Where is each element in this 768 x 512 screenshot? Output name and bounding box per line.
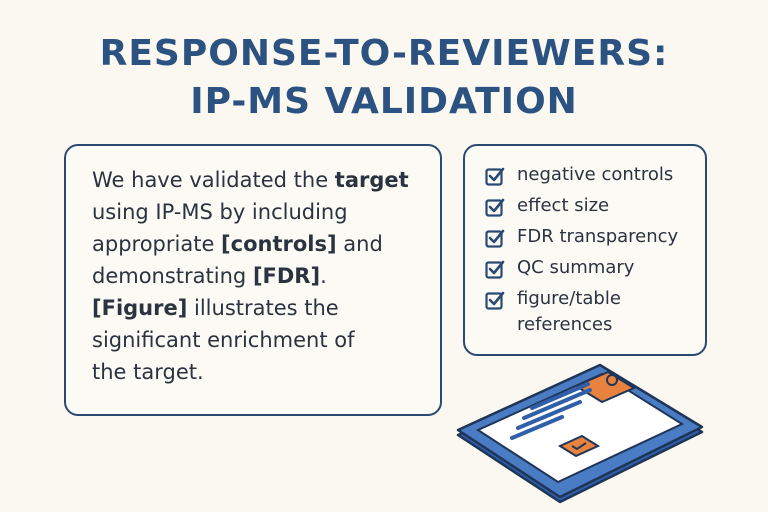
checklist-text: figure/table references [517,288,621,335]
checklist-item: effect size [485,193,705,219]
statement-line: We have validated the target [92,164,440,196]
statement-line: the target. [92,356,440,388]
checklist-text: QC summary [517,257,635,278]
statement-line: using IP-MS by including [92,196,440,228]
statement-line: demonstrating [FDR]. [92,260,440,292]
checklist-box: negative controls effect size FDR transpar… [463,144,707,356]
text-run: the target. [92,360,204,384]
text-run: . [320,264,327,288]
checkbox-icon [485,229,505,248]
statement-line: [Figure] illustrates the [92,292,440,324]
text-run: appropriate [92,232,222,256]
text-run: using IP-MS by including [92,200,348,224]
statement-line: significant enrichment of [92,324,440,356]
checklist-text: FDR transparency [517,226,679,247]
text-run: We have validated the [92,168,335,192]
title: RESPONSE-TO-REVIEWERS: IP-MS VALIDATION [0,30,768,126]
statement-line: appropriate [controls] and [92,228,440,260]
emphasis: [Figure] [92,296,188,320]
emphasis: target [334,168,409,192]
text-run: demonstrating [92,264,253,288]
checkbox-icon [485,260,505,279]
emphasis: [controls] [221,232,337,256]
statement-box: We have validated the target using IP-MS … [64,144,442,416]
checklist-item: QC summary [485,255,705,281]
checklist-text: effect size [517,195,610,216]
checkbox-icon [485,291,505,310]
checklist-text: negative controls [517,164,674,185]
checkbox-icon [485,198,505,217]
text-run: illustrates the [187,296,339,320]
text-run: and [336,232,383,256]
checklist-item: figure/table references [485,286,705,338]
checkbox-icon [485,167,505,186]
text-run: significant enrichment of [92,328,355,352]
checklist-item: negative controls [485,162,705,188]
emphasis: [FDR] [252,264,321,288]
checklist-item: FDR transparency [485,224,705,250]
title-line: IP-MS VALIDATION [190,81,578,122]
clipboard-illustration [456,363,704,504]
title-line: RESPONSE-TO-REVIEWERS: [99,33,669,74]
